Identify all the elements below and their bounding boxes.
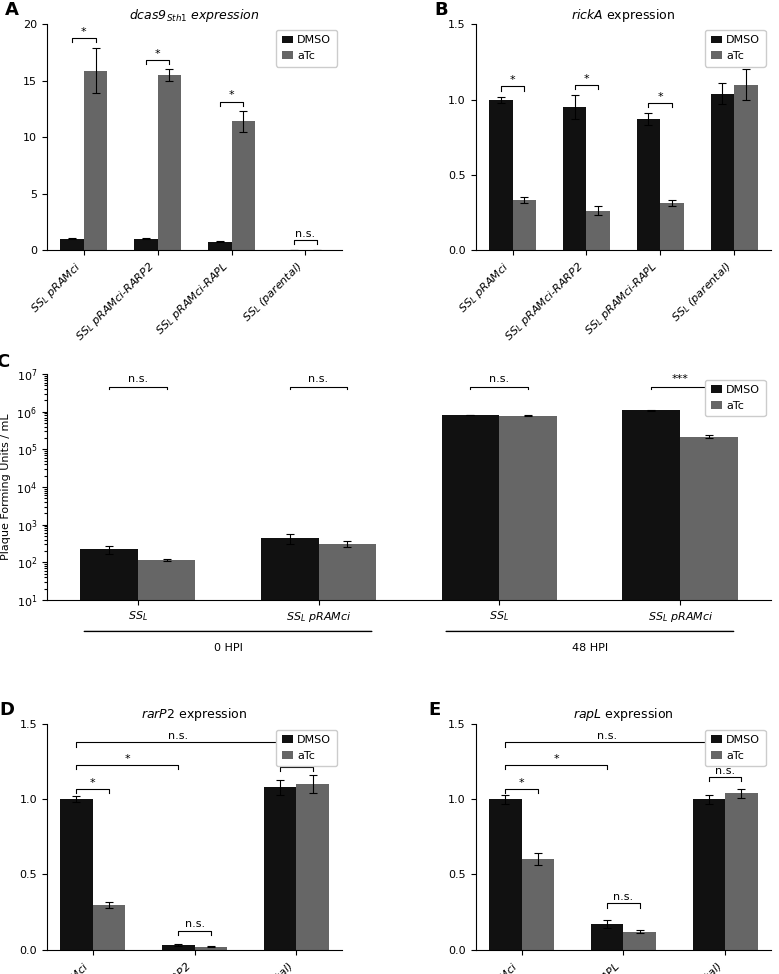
Text: n.s.: n.s.: [128, 374, 148, 384]
Text: n.s.: n.s.: [489, 374, 509, 384]
Text: 48 HPI: 48 HPI: [572, 643, 608, 653]
Text: *: *: [125, 754, 130, 764]
Bar: [562, 107, 587, 250]
Bar: [231, 122, 256, 250]
Text: n.s.: n.s.: [613, 892, 633, 902]
Text: n.s.: n.s.: [724, 49, 744, 58]
Text: n.s.: n.s.: [597, 731, 617, 741]
Bar: [636, 119, 661, 250]
Bar: [442, 415, 499, 974]
Bar: [264, 787, 297, 950]
Bar: [138, 560, 196, 974]
Bar: [134, 239, 157, 250]
Text: n.s.: n.s.: [168, 731, 189, 741]
Text: *: *: [155, 49, 160, 58]
Title: $\mathit{rickA}$ expression: $\mathit{rickA}$ expression: [571, 7, 675, 23]
Bar: [489, 99, 513, 250]
Bar: [208, 242, 231, 250]
Text: C: C: [0, 354, 9, 371]
Bar: [623, 931, 656, 950]
Bar: [587, 211, 610, 250]
Bar: [693, 800, 725, 950]
Bar: [297, 784, 329, 950]
Title: dcas9$_{Sth1}$ expression: dcas9$_{Sth1}$ expression: [129, 7, 260, 23]
Y-axis label: Plaque Forming Units / mL: Plaque Forming Units / mL: [1, 414, 11, 560]
Bar: [661, 204, 684, 250]
Title: $\mathit{rapL}$ expression: $\mathit{rapL}$ expression: [573, 706, 674, 724]
Text: *: *: [81, 27, 86, 37]
Text: D: D: [0, 701, 15, 719]
Bar: [195, 947, 227, 950]
Legend: DMSO, aTc: DMSO, aTc: [277, 30, 337, 66]
Bar: [710, 94, 734, 250]
Text: n.s.: n.s.: [295, 229, 315, 240]
Legend: DMSO, aTc: DMSO, aTc: [705, 380, 766, 416]
Title: $\mathit{rarP2}$ expression: $\mathit{rarP2}$ expression: [142, 706, 248, 724]
Bar: [319, 543, 376, 974]
Text: A: A: [5, 1, 19, 19]
Bar: [60, 800, 93, 950]
Bar: [489, 800, 521, 950]
Text: B: B: [434, 1, 448, 19]
Bar: [162, 945, 195, 950]
Bar: [261, 539, 319, 974]
Text: n.s.: n.s.: [308, 374, 329, 384]
Bar: [590, 924, 623, 950]
Bar: [60, 239, 84, 250]
Text: n.s.: n.s.: [287, 756, 306, 766]
Text: n.s.: n.s.: [715, 766, 735, 776]
Text: *: *: [657, 92, 663, 102]
Bar: [157, 75, 182, 250]
Text: ***: ***: [672, 374, 689, 384]
Bar: [622, 410, 680, 974]
Text: *: *: [229, 91, 234, 100]
Legend: DMSO, aTc: DMSO, aTc: [705, 730, 766, 767]
Bar: [513, 201, 536, 250]
Bar: [499, 416, 557, 974]
Text: 0 HPI: 0 HPI: [213, 643, 242, 653]
Bar: [680, 436, 738, 974]
Text: *: *: [509, 75, 516, 86]
Bar: [79, 549, 138, 974]
Text: E: E: [428, 701, 440, 719]
Legend: DMSO, aTc: DMSO, aTc: [705, 30, 766, 66]
Bar: [734, 85, 758, 250]
Bar: [84, 71, 108, 250]
Text: *: *: [583, 74, 589, 84]
Text: *: *: [553, 754, 559, 764]
Legend: DMSO, aTc: DMSO, aTc: [277, 730, 337, 767]
Bar: [725, 793, 758, 950]
Bar: [93, 905, 125, 950]
Text: n.s.: n.s.: [185, 919, 205, 929]
Bar: [521, 859, 554, 950]
Text: *: *: [90, 778, 96, 788]
Text: *: *: [519, 778, 524, 788]
